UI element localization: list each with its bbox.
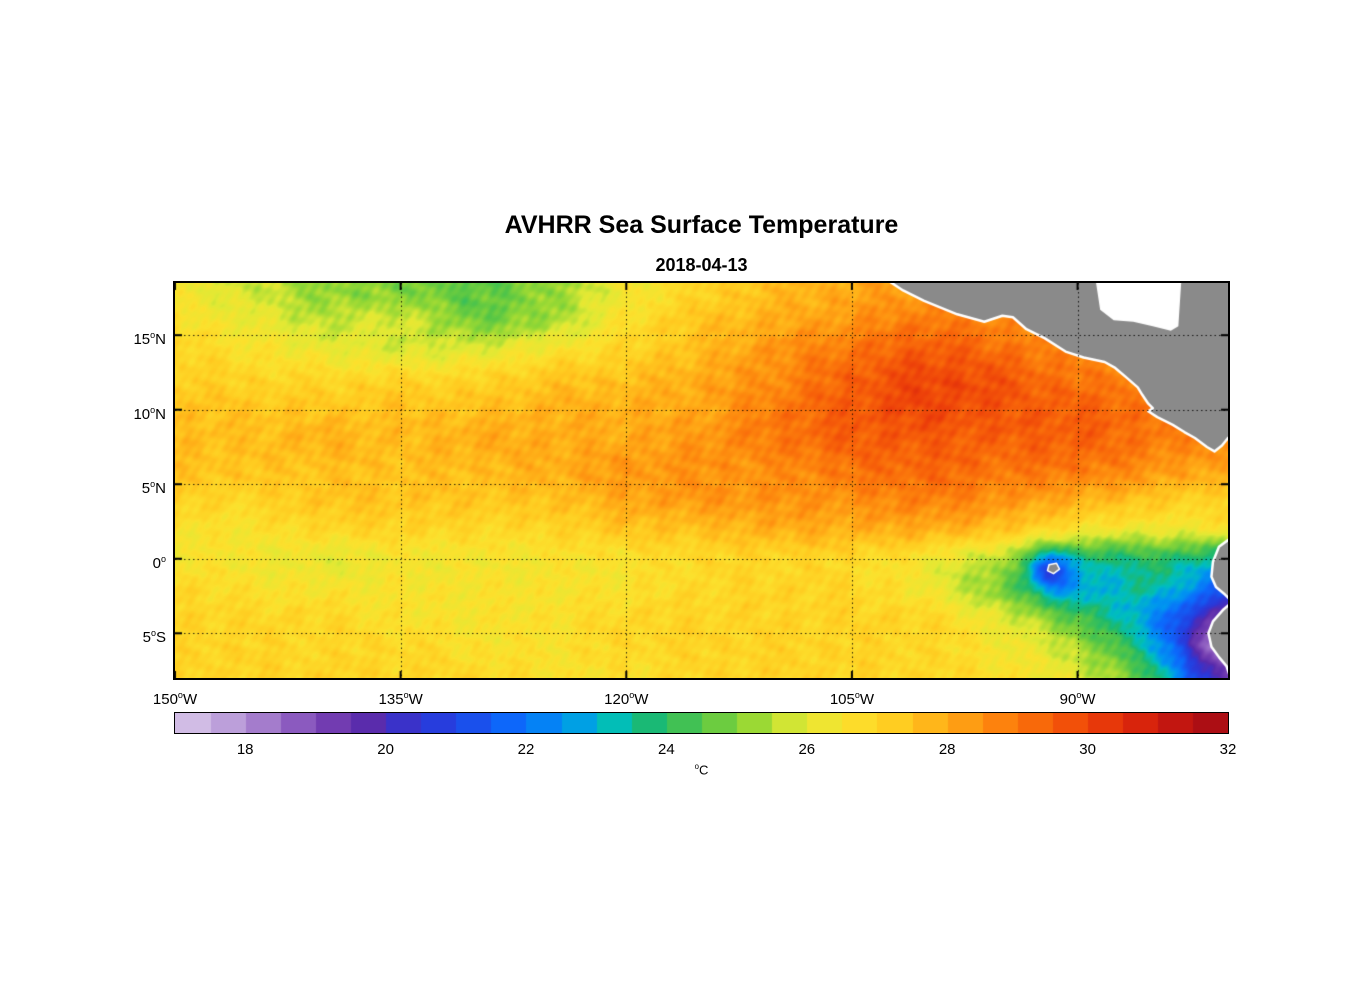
y-tick-label: 10oN [133, 404, 166, 423]
chart-subtitle: 2018-04-13 [655, 255, 748, 275]
colorbar-tick-label: 26 [798, 741, 816, 758]
colorbar-unit-label: oC [694, 762, 709, 778]
colorbar-tick-label: 20 [377, 741, 394, 758]
y-tick-label: 15oN [133, 330, 166, 349]
colorbar [174, 712, 1229, 734]
colorbar-tick-label: 24 [658, 741, 675, 758]
colorbar-canvas [175, 713, 1228, 733]
x-tick-label: 90oW [1059, 690, 1096, 708]
y-tick-label: 5oN [141, 479, 166, 498]
sst-heatmap-canvas [175, 283, 1228, 678]
x-tick-label: 150oW [152, 690, 198, 708]
map-plot [173, 281, 1230, 680]
x-tick-label: 135oW [378, 690, 423, 708]
colorbar-tick-label: 22 [517, 741, 535, 758]
colorbar-tick-label: 32 [1219, 741, 1237, 758]
colorbar-tick-label: 18 [236, 741, 254, 758]
y-tick-label: 5oS [142, 628, 166, 647]
colorbar-tick-label: 30 [1079, 741, 1096, 758]
colorbar-tick-label: 28 [938, 741, 956, 758]
chart-title: AVHRR Sea Surface Temperature [504, 211, 899, 239]
y-tick-label: 0o [152, 553, 166, 572]
x-tick-label: 120oW [604, 690, 649, 708]
x-tick-label: 105oW [829, 690, 875, 708]
